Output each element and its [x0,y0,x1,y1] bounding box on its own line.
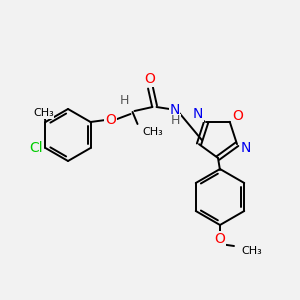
Text: O: O [144,72,155,86]
Text: O: O [105,113,116,127]
Text: CH₃: CH₃ [142,127,163,137]
Text: N: N [193,107,203,121]
Text: CH₃: CH₃ [33,108,54,118]
Text: O: O [232,109,243,123]
Text: Cl: Cl [30,141,43,155]
Text: H: H [171,115,180,128]
Text: O: O [214,232,225,246]
Text: N: N [241,141,251,155]
Text: CH₃: CH₃ [241,246,262,256]
Text: H: H [120,94,129,107]
Text: N: N [169,103,180,117]
